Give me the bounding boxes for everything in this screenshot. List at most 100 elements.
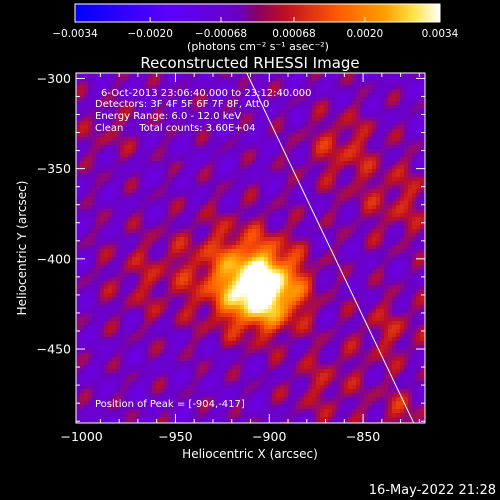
heatmap-cell: [156, 345, 161, 350]
heatmap-cell: [292, 297, 297, 302]
heatmap-cell: [148, 409, 153, 414]
heatmap-cell: [92, 109, 97, 114]
heatmap-cell: [236, 357, 241, 362]
heatmap-cell: [284, 325, 289, 330]
heatmap-cell: [164, 293, 169, 298]
heatmap-cell: [108, 261, 113, 266]
heatmap-cell: [284, 333, 289, 338]
heatmap-cell: [192, 369, 197, 374]
heatmap-cell: [120, 89, 125, 94]
heatmap-cell: [168, 101, 173, 106]
heatmap-cell: [236, 133, 241, 138]
heatmap-cell: [84, 241, 89, 246]
heatmap-cell: [196, 365, 201, 370]
heatmap-cell: [144, 393, 149, 398]
heatmap-cell: [160, 337, 165, 342]
heatmap-cell: [168, 313, 173, 318]
heatmap-cell: [280, 141, 285, 146]
heatmap-cell: [144, 281, 149, 286]
heatmap-cell: [276, 417, 281, 422]
heatmap-cell: [240, 77, 245, 82]
heatmap-cell: [124, 325, 129, 330]
heatmap-cell: [264, 113, 269, 118]
heatmap-cell: [208, 325, 213, 330]
heatmap-cell: [104, 285, 109, 290]
heatmap-cell: [232, 129, 237, 134]
heatmap-cell: [144, 257, 149, 262]
heatmap-cell: [136, 365, 141, 370]
heatmap-cell: [176, 89, 181, 94]
heatmap-cell: [140, 153, 145, 158]
heatmap-cell: [256, 289, 261, 294]
heatmap-cell: [104, 257, 109, 262]
heatmap-cell: [212, 221, 217, 226]
heatmap-cell: [224, 321, 229, 326]
heatmap-cell: [192, 225, 197, 230]
heatmap-cell: [168, 145, 173, 150]
heatmap-cell: [272, 221, 277, 226]
heatmap-cell: [288, 269, 293, 274]
heatmap-cell: [76, 93, 81, 98]
heatmap-cell: [160, 237, 165, 242]
heatmap-cell: [212, 185, 217, 190]
heatmap-cell: [152, 121, 157, 126]
heatmap-cell: [180, 261, 185, 266]
heatmap-cell: [176, 261, 181, 266]
heatmap-cell: [292, 385, 297, 390]
heatmap-cell: [84, 397, 89, 402]
heatmap-cell: [124, 317, 129, 322]
heatmap-cell: [168, 181, 173, 186]
heatmap-cell: [224, 381, 229, 386]
heatmap-cell: [140, 353, 145, 358]
heatmap-cell: [288, 357, 293, 362]
heatmap-cell: [208, 149, 213, 154]
heatmap-cell: [196, 85, 201, 90]
heatmap-cell: [296, 385, 301, 390]
heatmap-cell: [104, 133, 109, 138]
heatmap-cell: [292, 245, 297, 250]
heatmap-cell: [296, 285, 301, 290]
heatmap-cell: [172, 361, 177, 366]
heatmap-cell: [172, 389, 177, 394]
heatmap-cell: [212, 165, 217, 170]
heatmap-cell: [212, 297, 217, 302]
heatmap-cell: [288, 193, 293, 198]
heatmap-cell: [192, 89, 197, 94]
heatmap-cell: [208, 209, 213, 214]
heatmap-cell: [104, 225, 109, 230]
heatmap-cell: [268, 325, 273, 330]
heatmap-cell: [164, 357, 169, 362]
heatmap-cell: [288, 261, 293, 266]
heatmap-cell: [172, 225, 177, 230]
heatmap-cell: [80, 405, 85, 410]
heatmap-cell: [204, 161, 209, 166]
heatmap-cell: [244, 369, 249, 374]
heatmap-cell: [104, 173, 109, 178]
heatmap-cell: [188, 173, 193, 178]
heatmap-cell: [188, 133, 193, 138]
heatmap-cell: [212, 197, 217, 202]
heatmap-cell: [164, 197, 169, 202]
heatmap-cell: [148, 221, 153, 226]
heatmap-cell: [196, 137, 201, 142]
heatmap-cell: [168, 97, 173, 102]
heatmap-cell: [80, 169, 85, 174]
heatmap-cell: [108, 137, 113, 142]
heatmap-cell: [296, 185, 301, 190]
heatmap-cell: [184, 245, 189, 250]
heatmap-cell: [152, 157, 157, 162]
heatmap-cell: [264, 193, 269, 198]
heatmap-cell: [160, 373, 165, 378]
heatmap-cell: [136, 133, 141, 138]
heatmap-cell: [152, 345, 157, 350]
heatmap-cell: [200, 257, 205, 262]
heatmap-cell: [160, 89, 165, 94]
heatmap-cell: [196, 325, 201, 330]
heatmap-cell: [236, 229, 241, 234]
heatmap-cell: [228, 141, 233, 146]
heatmap-cell: [256, 125, 261, 130]
heatmap-cell: [92, 97, 97, 102]
heatmap-cell: [236, 305, 241, 310]
heatmap-cell: [260, 129, 265, 134]
heatmap-cell: [108, 409, 113, 414]
